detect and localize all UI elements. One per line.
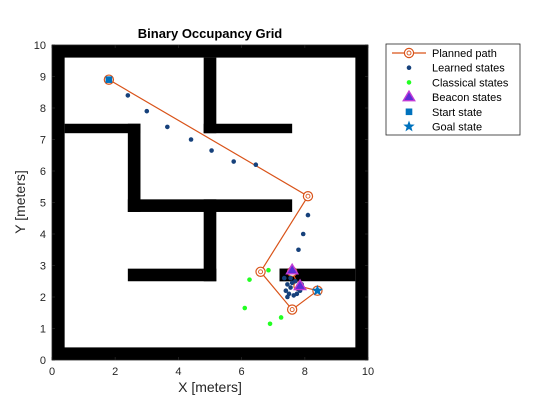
y-tick-label: 1 — [40, 324, 46, 336]
legend-swatch — [405, 108, 413, 116]
learned-state-point — [300, 231, 306, 237]
path-waypoint-inner — [258, 269, 264, 275]
classical-state-point — [266, 267, 271, 273]
series-group — [311, 284, 324, 296]
y-tick-label: 9 — [40, 72, 46, 84]
legend-swatch — [403, 47, 415, 59]
occupancy-wall — [52, 45, 65, 360]
y-tick-label: 5 — [40, 198, 46, 210]
learned-state-point — [165, 124, 170, 130]
y-axis: 0 1 2 3 4 5 6 7 8 9 10 — [34, 40, 368, 367]
x-tick-label: 0 — [49, 366, 55, 378]
path-waypoint — [255, 266, 266, 277]
learned-state-point — [144, 108, 150, 114]
y-tick-label: 8 — [40, 103, 46, 115]
learned-state-point — [188, 137, 194, 142]
classical-state-point — [247, 277, 252, 282]
learned-state-point — [125, 93, 131, 98]
classical-state-point — [278, 315, 284, 320]
y-tick-label: 10 — [34, 40, 46, 52]
learned-state-point — [231, 159, 236, 164]
legend-swatch — [403, 120, 415, 132]
occupancy-wall — [279, 268, 356, 282]
occupancy-wall — [52, 45, 368, 58]
occupancy-wall — [64, 123, 141, 134]
y-tick-label: 6 — [40, 166, 46, 178]
legend-swatch — [406, 80, 412, 85]
x-tick-label: 10 — [362, 366, 374, 378]
legend-label: Goal state — [432, 122, 482, 134]
y-tick-label: 4 — [40, 229, 46, 241]
legend-box — [385, 43, 521, 136]
path-waypoint — [286, 304, 298, 315]
path-waypoint-inner — [305, 193, 311, 199]
beacon-state-marker — [293, 278, 307, 291]
series-layer — [103, 74, 324, 327]
legend-label: Planned path — [432, 48, 497, 60]
y-tick-label: 7 — [40, 135, 46, 147]
legend-entry: Planned path — [392, 47, 497, 60]
y-tick-label: 2 — [40, 292, 46, 304]
x-axis: 0 2 4 6 8 10 — [49, 45, 374, 378]
learned-state-point — [283, 288, 289, 294]
learned-state-point — [305, 212, 311, 218]
occupancy-wall — [203, 57, 217, 134]
learned-state-point — [296, 247, 301, 253]
legend-entry: Classical states — [406, 77, 509, 89]
x-tick-label: 8 — [302, 366, 308, 378]
learned-state-point — [253, 162, 259, 167]
goal-state-marker — [311, 284, 324, 296]
x-tick-label: 6 — [239, 366, 245, 378]
legend-label: Classical states — [432, 77, 509, 89]
series-group — [285, 262, 307, 291]
legend-entry: Goal state — [403, 120, 482, 134]
classical-state-point — [267, 321, 273, 327]
legend-swatch-inner — [406, 50, 412, 56]
learned-state-point — [209, 148, 214, 153]
x-axis-label: X [meters] — [178, 379, 242, 395]
occupancy-wall — [52, 347, 368, 360]
learned-state-point — [285, 294, 290, 300]
x-tick-label: 2 — [112, 366, 118, 378]
learned-state-point — [288, 275, 293, 281]
learned-state-point — [294, 291, 300, 297]
occupancy-wall — [127, 123, 141, 212]
legend-label: Learned states — [432, 63, 505, 75]
legend: Planned path Learned states Classical stat… — [385, 43, 521, 136]
chart-title: Binary Occupancy Grid — [138, 26, 283, 41]
y-axis-label: Y [meters] — [12, 170, 28, 234]
learned-state-point — [289, 280, 295, 286]
y-tick-label: 3 — [40, 261, 46, 273]
path-waypoint — [302, 190, 314, 202]
learned-state-point — [288, 285, 293, 290]
occupancy-wall — [355, 45, 368, 360]
learned-state-point — [281, 275, 287, 281]
classical-state-point — [242, 305, 248, 311]
legend-label: Beacon states — [432, 92, 502, 104]
occupancy-wall — [203, 199, 217, 282]
legend-entry: Learned states — [406, 63, 505, 75]
occupancy-wall — [127, 268, 217, 282]
y-tick-label: 0 — [40, 355, 46, 367]
start-state-marker — [105, 76, 113, 83]
legend-entry: Beacon states — [402, 89, 502, 104]
occupancy-wall — [203, 123, 293, 134]
x-tick-label: 4 — [175, 366, 181, 378]
occupancy-walls — [52, 45, 368, 360]
learned-state-point — [285, 282, 290, 287]
legend-swatch — [402, 89, 416, 102]
path-waypoint-inner — [289, 307, 295, 313]
legend-entry: Start state — [405, 107, 482, 119]
series-group — [242, 267, 284, 327]
beacon-state-marker — [285, 262, 300, 275]
legend-swatch — [406, 65, 412, 70]
legend-label: Start state — [432, 107, 482, 119]
series-group — [105, 76, 113, 83]
